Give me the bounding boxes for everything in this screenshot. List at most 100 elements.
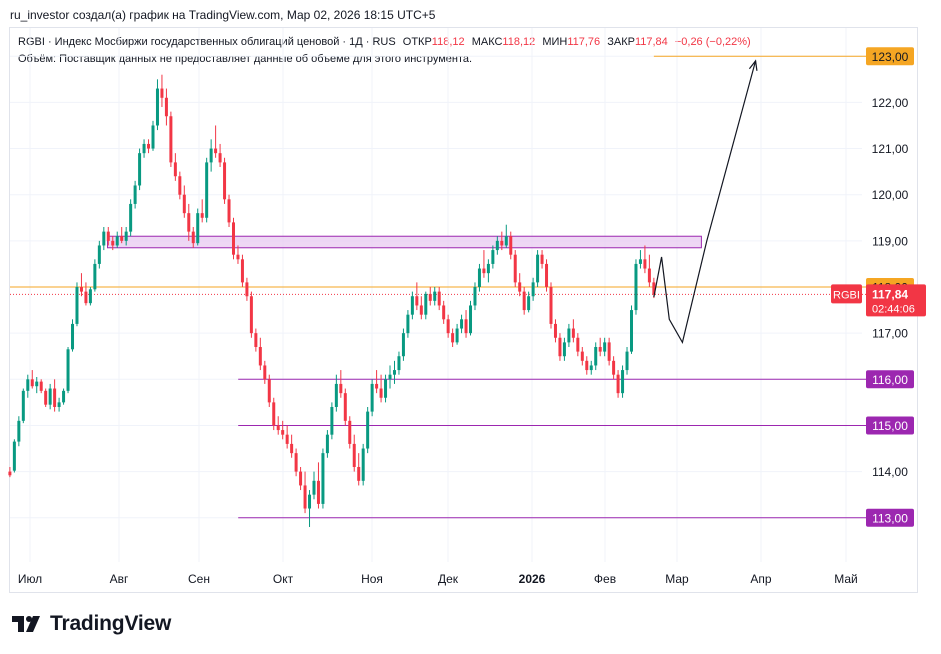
candle-body xyxy=(191,231,195,244)
legend-open-label: ОТКР xyxy=(402,36,432,48)
candle-body xyxy=(205,162,209,218)
candle-body xyxy=(263,365,267,380)
candle-body xyxy=(558,337,562,357)
legend-close-label: ЗАКР xyxy=(607,36,635,48)
x-tick-label: Май xyxy=(834,572,858,586)
candle-body xyxy=(343,393,347,421)
current-price-countdown: 02:44:06 xyxy=(872,303,915,315)
candle-body xyxy=(629,310,633,352)
y-axis: 114,00 117,00 119,00 120,00 121,00 122,00 RGBI… xyxy=(831,96,926,479)
forecast-arrowhead xyxy=(748,59,758,71)
candle-body xyxy=(227,199,231,223)
candle-body xyxy=(339,383,343,394)
candle-body xyxy=(321,453,325,504)
candle-body xyxy=(647,268,651,283)
y-tick-label: 122,00 xyxy=(872,96,909,110)
candle-body xyxy=(495,240,499,251)
candle-body xyxy=(115,236,119,246)
candle-body xyxy=(370,383,374,412)
legend-high-value: 118,12 xyxy=(502,36,536,48)
candle-body xyxy=(576,337,580,352)
candle-body xyxy=(249,296,253,334)
candle-body xyxy=(267,379,271,403)
candle-body xyxy=(312,480,316,495)
candle-body xyxy=(39,381,43,391)
x-tick-label: Июл xyxy=(18,572,42,586)
candle-body xyxy=(625,351,629,371)
y-tick-label: 120,00 xyxy=(872,188,909,202)
candle-body xyxy=(308,494,312,509)
candle-body xyxy=(621,370,625,394)
candle-body xyxy=(75,287,79,324)
candle-body xyxy=(545,263,549,287)
x-tick-label: Дек xyxy=(438,572,459,586)
candle-body xyxy=(638,259,642,264)
tradingview-brand[interactable]: TradingView xyxy=(12,612,171,636)
resistance-zone xyxy=(107,235,702,249)
x-tick-label: Окт xyxy=(273,572,294,586)
candle-body xyxy=(325,434,329,454)
candle-body xyxy=(294,453,298,472)
candle-body xyxy=(218,153,222,163)
legend-change-value: −0,26 (−0,22%) xyxy=(674,36,751,48)
x-tick-label: Авг xyxy=(110,572,129,586)
tradingview-brand-text: TradingView xyxy=(50,612,172,635)
candle-body xyxy=(612,360,616,375)
candle-body xyxy=(299,471,303,486)
x-tick-label: Сен xyxy=(188,572,210,586)
candle-body xyxy=(120,236,124,241)
candle-body xyxy=(473,287,477,306)
candle-body xyxy=(460,319,464,329)
legend-symbol[interactable]: RGBI · Индекс Мосбиржи государственных о… xyxy=(18,36,396,48)
candle-body xyxy=(428,293,432,301)
x-axis: Июл Авг Сен Окт Ноя Дек 2026 Фев Мар Апр Май xyxy=(18,572,858,586)
candle-body xyxy=(486,263,490,274)
candle-body xyxy=(254,333,258,347)
price-label-target-123: 123,00 xyxy=(872,50,909,64)
candle-body xyxy=(477,268,481,287)
current-price-bg xyxy=(866,284,926,317)
candle-body xyxy=(138,153,142,186)
candle-body xyxy=(84,291,88,304)
candle-body xyxy=(540,254,544,264)
legend-low-label: МИН xyxy=(542,36,568,48)
candle-body xyxy=(415,296,419,306)
symbol-tag: RGBI xyxy=(833,289,860,301)
candle-body xyxy=(482,268,486,274)
candle-body xyxy=(553,323,557,338)
candle-body xyxy=(446,319,450,334)
candle-body xyxy=(173,162,177,177)
candle-body xyxy=(26,379,30,391)
candle-body xyxy=(88,289,92,304)
candle-body xyxy=(111,240,115,246)
candle-body xyxy=(236,254,240,260)
candle-body xyxy=(504,236,508,246)
candle-body xyxy=(531,282,535,297)
candle-body xyxy=(272,402,276,426)
candle-body xyxy=(102,231,106,246)
legend-high-label: МАКС xyxy=(471,36,503,48)
candle-body xyxy=(8,471,12,476)
symbol-tag-bg xyxy=(831,284,862,304)
candle-body xyxy=(303,485,307,509)
candle-body xyxy=(169,116,173,163)
candle-body xyxy=(133,185,137,204)
candle-body xyxy=(164,97,168,117)
candle-body xyxy=(518,282,522,292)
candle-body xyxy=(366,411,370,449)
candle-body xyxy=(21,390,25,421)
candle-body xyxy=(151,125,155,149)
candle-body xyxy=(571,328,575,338)
forecast-path xyxy=(653,60,757,344)
candle-body xyxy=(44,390,48,405)
candle-body xyxy=(589,365,593,371)
x-tick-label: Ноя xyxy=(361,572,383,586)
legend-low-value: 117,76 xyxy=(567,36,601,48)
candle-body xyxy=(357,466,361,481)
candle-body xyxy=(549,287,553,324)
forecast-group xyxy=(653,59,758,344)
price-label-support-113: 113,00 xyxy=(872,511,908,525)
price-label-bg-support-116 xyxy=(866,370,914,389)
